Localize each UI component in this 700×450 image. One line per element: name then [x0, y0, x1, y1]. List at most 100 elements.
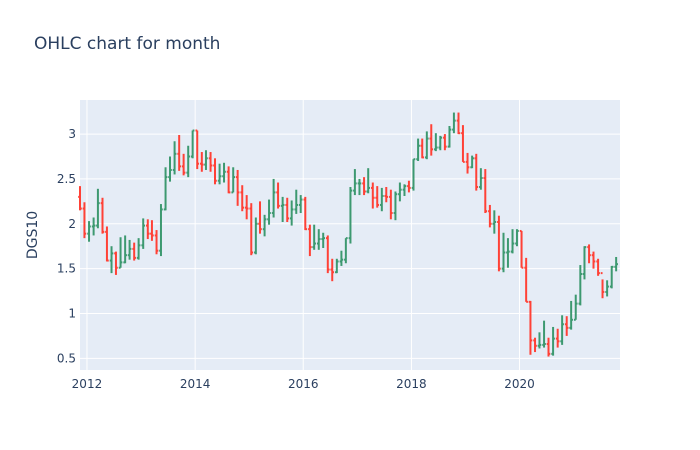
ohlc-bar[interactable]	[546, 337, 551, 357]
ohlc-bar[interactable]	[353, 169, 357, 196]
ohlc-bar[interactable]	[362, 177, 366, 196]
ohlc-bar[interactable]	[564, 316, 569, 336]
ohlc-bar[interactable]	[254, 217, 258, 255]
ohlc-bar[interactable]	[78, 186, 82, 211]
ohlc-bar[interactable]	[168, 156, 172, 182]
ohlc-bar[interactable]	[560, 315, 564, 345]
ohlc-bar[interactable]	[114, 251, 118, 275]
ohlc-bar[interactable]	[416, 138, 420, 161]
ohlc-bar[interactable]	[127, 239, 132, 260]
ohlc-bar[interactable]	[470, 155, 474, 169]
ohlc-bar[interactable]	[267, 199, 271, 225]
ohlc-bar[interactable]	[420, 138, 425, 159]
ohlc-bar[interactable]	[596, 258, 600, 276]
ohlc-bar[interactable]	[483, 169, 488, 214]
ohlc-bar[interactable]	[159, 204, 163, 257]
ohlc-bar[interactable]	[357, 178, 362, 196]
ohlc-bar[interactable]	[425, 131, 429, 160]
ohlc-bar[interactable]	[438, 135, 443, 151]
ohlc-bar[interactable]	[141, 218, 146, 249]
ohlc-bar[interactable]	[217, 163, 222, 185]
ohlc-bar[interactable]	[150, 220, 154, 241]
ohlc-bar[interactable]	[249, 203, 254, 256]
ohlc-bar[interactable]	[461, 125, 465, 163]
ohlc-bar[interactable]	[262, 214, 267, 237]
ohlc-bar[interactable]	[105, 226, 109, 262]
ohlc-bar[interactable]	[145, 219, 150, 240]
ohlc-bar[interactable]	[163, 167, 168, 211]
ohlc-bar[interactable]	[515, 229, 519, 247]
ohlc-bar[interactable]	[510, 229, 515, 254]
ohlc-bar[interactable]	[330, 258, 335, 282]
ohlc-bar[interactable]	[213, 158, 217, 185]
ohlc-bar[interactable]	[298, 195, 303, 214]
ohlc-bar[interactable]	[308, 224, 312, 257]
ohlc-bar[interactable]	[172, 141, 177, 175]
ohlc-bar[interactable]	[614, 256, 618, 272]
ohlc-bar[interactable]	[280, 196, 285, 222]
ohlc-bar[interactable]	[384, 187, 389, 203]
ohlc-bar[interactable]	[411, 158, 416, 191]
ohlc-bar[interactable]	[208, 152, 213, 172]
ohlc-bar[interactable]	[524, 257, 528, 303]
ohlc-bar[interactable]	[303, 196, 308, 231]
ohlc-bar[interactable]	[235, 169, 240, 206]
ohlc-bar[interactable]	[587, 244, 591, 264]
ohlc-bar[interactable]	[375, 186, 380, 208]
ohlc-bar[interactable]	[370, 182, 375, 209]
ohlc-bar[interactable]	[407, 180, 411, 193]
ohlc-bar[interactable]	[222, 162, 226, 183]
ohlc-bar[interactable]	[533, 337, 537, 353]
ohlc-bar[interactable]	[582, 246, 587, 280]
ohlc-bar[interactable]	[294, 189, 299, 214]
ohlc-bar[interactable]	[344, 237, 348, 264]
ohlc-bar[interactable]	[96, 188, 100, 229]
ohlc-bar[interactable]	[82, 202, 87, 239]
ohlc-bar[interactable]	[321, 232, 326, 249]
ohlc-series[interactable]	[78, 112, 618, 357]
ohlc-bar[interactable]	[312, 224, 316, 250]
ohlc-bar[interactable]	[380, 187, 384, 212]
ohlc-bar[interactable]	[452, 112, 456, 134]
ohlc-bar[interactable]	[578, 265, 583, 306]
ohlc-bar[interactable]	[195, 129, 200, 170]
ohlc-bar[interactable]	[231, 167, 236, 194]
ohlc-bar[interactable]	[434, 133, 438, 152]
ohlc-bar[interactable]	[393, 191, 398, 221]
ohlc-bar[interactable]	[240, 185, 245, 212]
ohlc-bar[interactable]	[177, 134, 181, 171]
ohlc-bar[interactable]	[100, 197, 105, 234]
ohlc-bar[interactable]	[519, 229, 524, 269]
ohlc-bar[interactable]	[109, 246, 114, 274]
ohlc-bar[interactable]	[573, 294, 578, 321]
ohlc-bar[interactable]	[258, 201, 262, 234]
ohlc-bar[interactable]	[591, 251, 596, 269]
ohlc-bar[interactable]	[348, 187, 353, 244]
ohlc-bar[interactable]	[339, 250, 344, 266]
ohlc-bar[interactable]	[600, 272, 605, 299]
ohlc-bar[interactable]	[335, 258, 339, 274]
ohlc-bar[interactable]	[118, 237, 123, 269]
ohlc-bar[interactable]	[154, 230, 159, 255]
ohlc-bar[interactable]	[132, 242, 136, 261]
ohlc-bar[interactable]	[456, 112, 461, 135]
ohlc-bar[interactable]	[609, 265, 614, 289]
ohlc-bar[interactable]	[488, 204, 492, 228]
ohlc-bar[interactable]	[181, 153, 186, 176]
ohlc-bar[interactable]	[276, 182, 280, 209]
ohlc-bar[interactable]	[551, 326, 555, 356]
ohlc-bar[interactable]	[87, 221, 91, 242]
ohlc-bar[interactable]	[506, 238, 510, 268]
ohlc-bar[interactable]	[429, 124, 434, 156]
ohlc-bar[interactable]	[447, 126, 452, 148]
ohlc-bar[interactable]	[289, 200, 294, 226]
ohlc-bar[interactable]	[285, 197, 290, 222]
ohlc-bar[interactable]	[271, 178, 276, 218]
ohlc-bar[interactable]	[474, 153, 479, 191]
ohlc-bar[interactable]	[316, 229, 321, 250]
ohlc-bar[interactable]	[200, 152, 204, 172]
ohlc-bar[interactable]	[136, 238, 141, 260]
ohlc-bar[interactable]	[366, 168, 371, 194]
ohlc-bar[interactable]	[492, 210, 497, 234]
